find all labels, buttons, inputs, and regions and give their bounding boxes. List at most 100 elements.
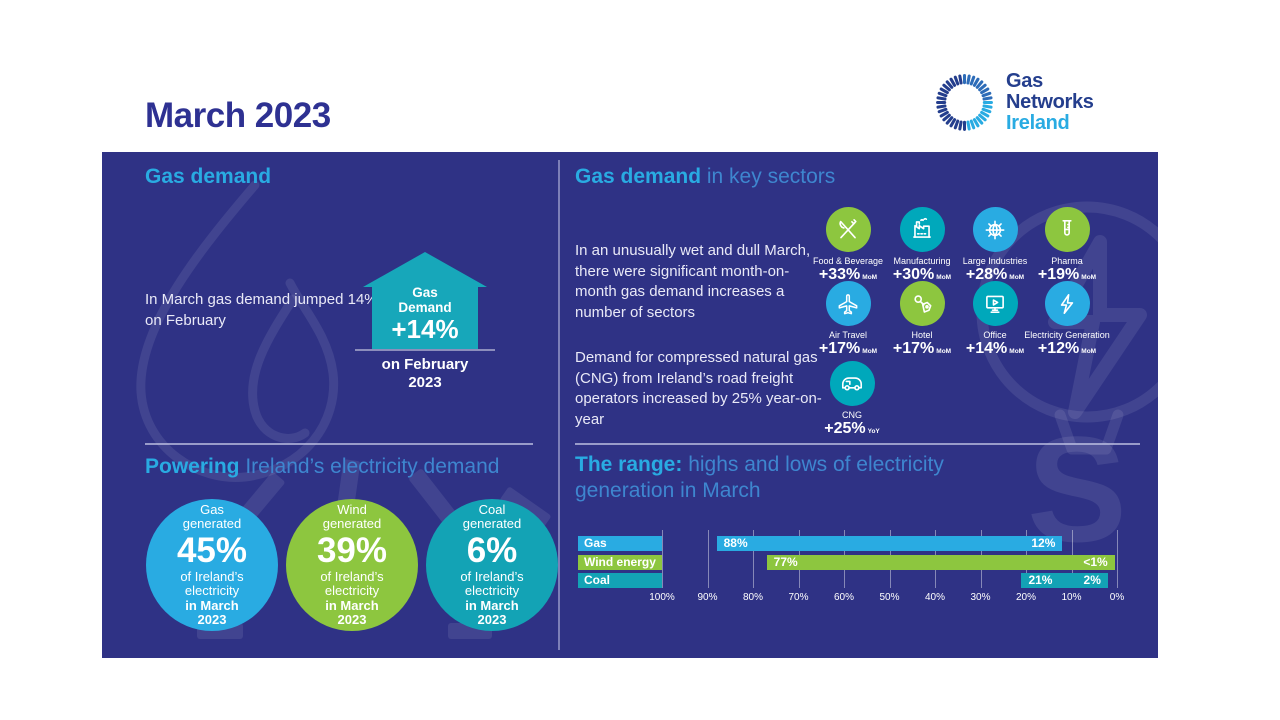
sector-unit: MoM: [1009, 348, 1025, 355]
sector-unit: YoY: [867, 428, 880, 435]
range-chart-plot-area: 88% 12% 77% <1% 21% 2%: [662, 530, 1118, 588]
legend-coal: Coal: [578, 573, 662, 588]
flame-watermark-icon: [136, 180, 339, 482]
legend-wind-energy: Wind energy: [578, 554, 662, 570]
sector-unit: MoM: [1081, 348, 1097, 355]
circle-value: 45%: [176, 530, 248, 570]
sector-value: +19%: [1037, 266, 1080, 283]
gridline: [707, 530, 709, 588]
gridline: [753, 530, 754, 588]
range-heading-rest: highs and lows of electricity generation…: [575, 453, 944, 503]
sector-value: +28%: [965, 266, 1008, 283]
axis-tick-label: 40%: [924, 592, 946, 603]
house-caption: on February 2023: [381, 356, 469, 391]
range-heading-bold: The range:: [575, 453, 683, 476]
logo-word-gas: Gas: [1006, 70, 1043, 92]
keys-icon: [899, 281, 945, 326]
circle-label-top: Wind generated: [322, 501, 382, 531]
sector-value: +33%: [818, 266, 861, 283]
page-title: March 2023: [145, 96, 331, 135]
house-arrow-icon: [355, 252, 495, 351]
logo-wordmark: Gas Networks Ireland: [1006, 71, 1094, 134]
circle-value: 39%: [316, 530, 388, 570]
range-heading: The range: highs and lows of electricity…: [575, 452, 995, 505]
gas-demand-body-text: In March gas demand jumped 14% on Februa…: [145, 291, 378, 329]
sector-food-beverage: Food & Beverage +33% MoM: [803, 207, 893, 286]
monitor-icon: [972, 281, 1018, 326]
axis-tick-label: 80%: [742, 592, 764, 603]
x-axis: 100% 90% 80% 70% 60% 50% 40% 30% 20% 10% 0%: [649, 592, 1124, 606]
sector-unit: MoM: [1009, 274, 1025, 281]
utensils-icon: [825, 207, 871, 252]
gas-range-bar: 88% 12%: [716, 536, 1063, 551]
van-icon: [829, 361, 875, 406]
bolt-icon: [1044, 281, 1090, 326]
axis-tick-label: 20%: [1015, 592, 1037, 603]
bar-high-label: 21%: [1028, 573, 1053, 587]
powering-heading: Powering Ireland’s electricity demand: [145, 454, 575, 480]
wind-generated-circle: Wind generated 39% of Ireland’s electric…: [286, 499, 418, 631]
wind-energy-range-bar: 77% <1%: [766, 554, 1115, 570]
vertical-divider: [558, 160, 560, 650]
factory-icon: [899, 207, 945, 252]
circle-label-bold: in March 2023: [465, 597, 519, 627]
left-horizontal-divider: [145, 443, 533, 445]
sector-unit: MoM: [936, 274, 952, 281]
gas-generated-circle: Gas generated 45% of Ireland’s electrici…: [146, 499, 278, 631]
bar-high-label: 88%: [723, 536, 748, 550]
house-arrow-text: Gas Demand +14%: [360, 285, 490, 343]
axis-tick-label: 90%: [697, 592, 718, 603]
sector-air-travel: Air Travel +17% MoM: [803, 281, 893, 360]
sector-value: +30%: [892, 266, 935, 283]
sector-office: Office +14% MoM: [950, 281, 1040, 360]
sector-unit: MoM: [936, 348, 952, 355]
bar-low-label: 12%: [1031, 536, 1056, 550]
key-sectors-heading-bold: Gas demand: [575, 165, 702, 188]
bar-high-label: 77%: [773, 554, 798, 569]
gridline: [662, 530, 663, 588]
key-sectors-heading-rest: in key sectors: [701, 165, 836, 188]
right-horizontal-divider: [575, 443, 1140, 445]
coal-range-bar: 21% 2%: [1021, 573, 1108, 588]
airplane-icon: [825, 281, 871, 326]
bar-low-label: <1%: [1083, 554, 1108, 569]
circle-label-top: Coal generated: [462, 501, 522, 531]
sector-unit: MoM: [862, 274, 878, 281]
circle-label-mid: of Ireland’s electricity: [460, 568, 524, 598]
logo-ring-icon: [936, 74, 993, 131]
sectors-paragraph-1: In an unusually wet and dull March, ther…: [575, 242, 811, 322]
gas-networks-ireland-logo: Gas Networks Ireland: [933, 71, 1094, 134]
sector-unit: MoM: [1081, 274, 1097, 281]
sector-value: +14%: [965, 340, 1008, 357]
axis-tick-label: 30%: [970, 592, 991, 603]
circle-label-bold: in March 2023: [185, 597, 239, 627]
gridline: [1117, 530, 1118, 588]
sector-unit: MoM: [862, 348, 878, 355]
axis-tick-label: 10%: [1061, 592, 1082, 603]
circle-value: 6%: [466, 530, 518, 570]
sector-large-industries: Large Industries +28% MoM: [950, 207, 1040, 286]
house-value: +14%: [391, 314, 459, 344]
test-tube-icon: [1044, 207, 1090, 252]
circle-label-top: Gas generated: [182, 501, 242, 531]
axis-tick-label: 70%: [788, 592, 809, 603]
logo-word-networks: Networks: [1006, 91, 1094, 113]
sector-value: +17%: [818, 340, 861, 357]
house-line-1: Gas: [412, 285, 438, 300]
main-panel: S Gas demand In March gas demand jumped …: [102, 152, 1158, 658]
powering-heading-bold: Powering: [145, 455, 240, 478]
legend-gas: Gas: [578, 536, 662, 551]
gas-demand-heading: Gas demand: [145, 165, 272, 188]
sector-electricity-generation: Electricity Generation +12% MoM: [1022, 281, 1112, 360]
sector-value: +17%: [892, 340, 935, 357]
axis-tick-label: 100%: [649, 592, 675, 603]
gear-globe-icon: [972, 207, 1018, 252]
circle-label-mid: of Ireland’s electricity: [180, 568, 244, 598]
key-sectors-heading: Gas demand in key sectors: [575, 164, 835, 190]
powering-heading-rest: Ireland’s electricity demand: [239, 455, 500, 478]
sector-cng: CNG +25% YoY: [807, 361, 897, 440]
sector-manufacturing: Manufacturing +30% MoM: [877, 207, 967, 286]
sector-hotel: Hotel +17% MoM: [877, 281, 967, 360]
coal-generated-circle: Coal generated 6% of Ireland’s electrici…: [426, 499, 558, 631]
